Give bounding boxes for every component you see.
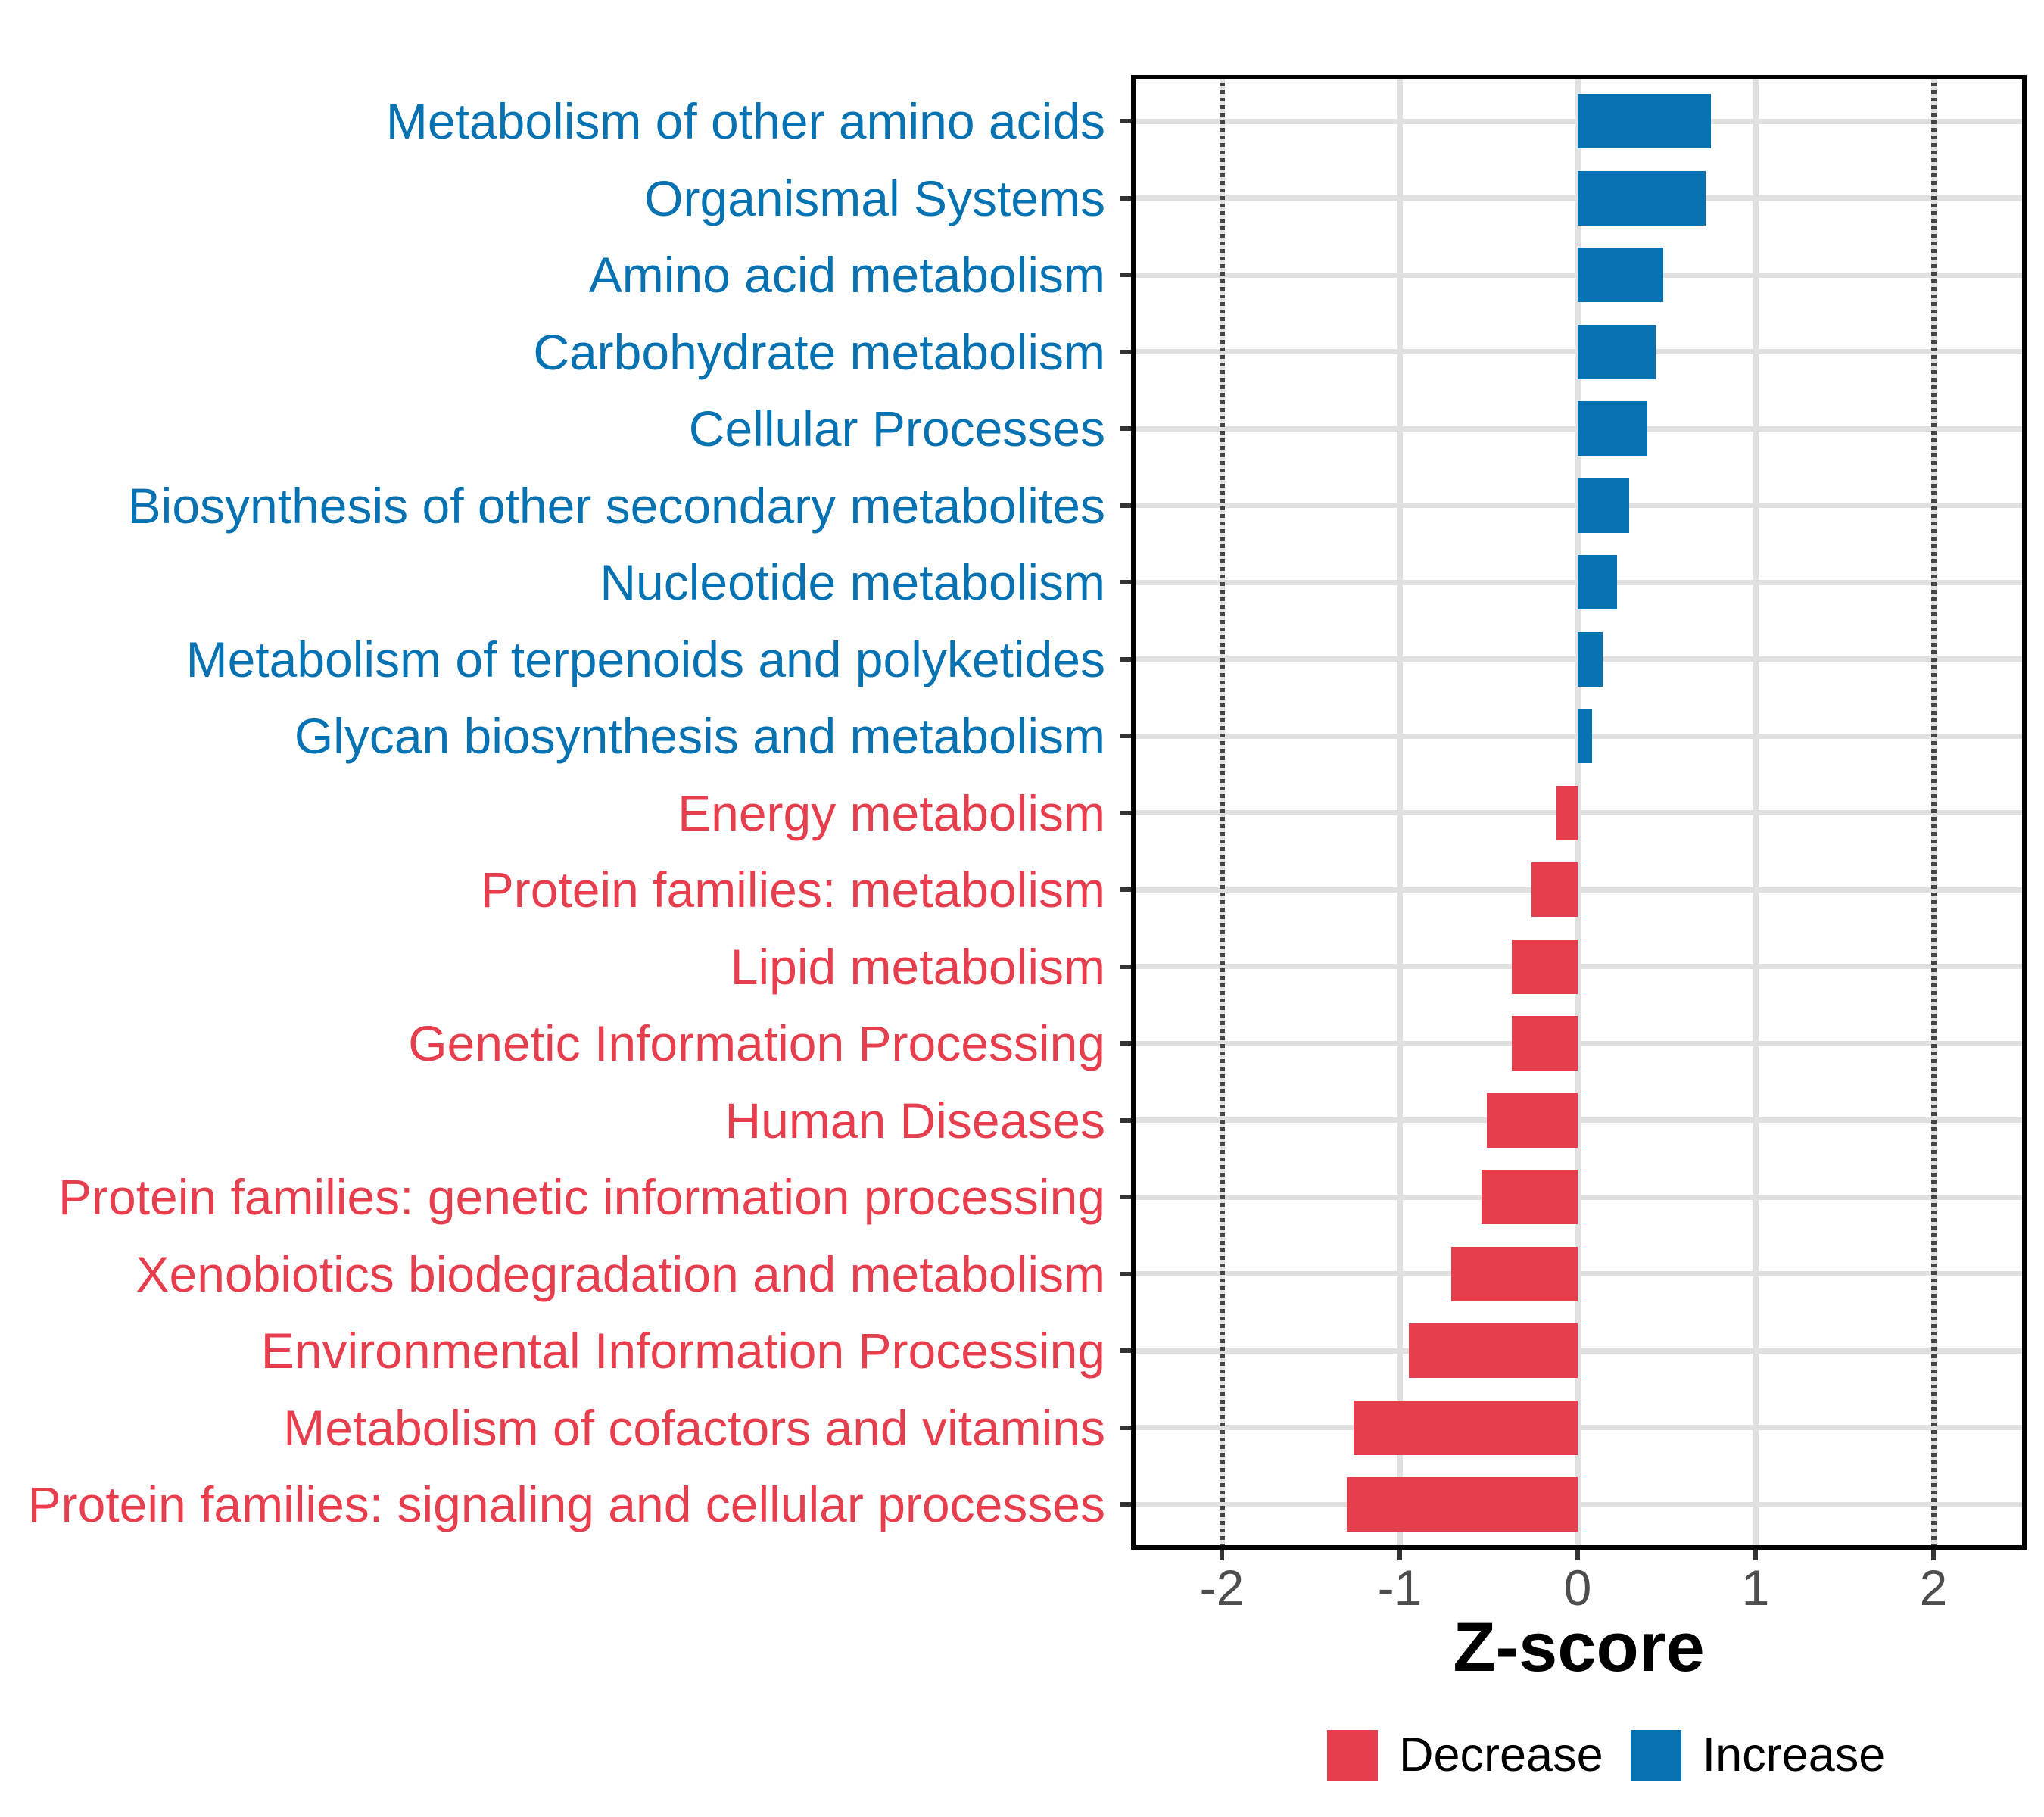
bar [1578,170,1706,226]
bar [1346,1477,1578,1532]
legend-label-increase: Increase [1702,1728,1886,1781]
y-axis-label: Energy metabolism [678,784,1105,841]
bar [1512,1016,1578,1071]
plot-panel [1131,75,2027,1550]
y-axis-tick [1120,195,1131,201]
x-axis-tick-label: -2 [1199,1560,1245,1616]
y-axis-tick [1120,273,1131,277]
y-axis-tick [1120,1348,1131,1353]
bar [1408,1323,1578,1378]
x-axis-tick-label: 2 [1919,1560,1948,1616]
x-axis-tick [1575,1550,1580,1560]
bar [1556,785,1578,840]
x-axis-tick-label: 0 [1563,1560,1592,1616]
y-axis-label: Xenobiotics biodegradation and metabolis… [136,1245,1106,1302]
h-gridline [1131,887,2027,893]
x-axis-tick [1220,1550,1224,1560]
x-axis-title: Z-score [1453,1609,1705,1686]
y-axis-tick [1120,1502,1131,1507]
y-axis-label: Environmental Information Processing [260,1323,1105,1379]
bar [1451,1246,1578,1301]
y-axis-label: Human Diseases [724,1092,1105,1148]
y-axis-tick [1120,1041,1131,1046]
y-axis-tick [1120,810,1131,815]
y-axis-label: Protein families: genetic information pr… [58,1169,1105,1225]
h-gridline [1131,1425,2027,1430]
bar [1353,1400,1578,1455]
y-axis-label: Protein families: metabolism [480,862,1105,918]
y-axis-label: Genetic Information Processing [408,1015,1105,1071]
y-axis-tick [1120,119,1131,123]
h-gridline [1131,810,2027,815]
y-axis-label: Organismal Systems [644,170,1105,226]
bar [1578,94,1712,148]
y-axis-label: Carbohydrate metabolism [533,323,1105,380]
x-axis-tick-label: -1 [1377,1560,1422,1616]
bar [1482,1170,1578,1224]
y-axis-tick [1120,503,1131,508]
legend-key-increase-swatch [1630,1730,1681,1781]
y-axis-label: Lipid metabolism [730,938,1105,995]
y-axis-tick [1120,426,1131,431]
legend-label-decrease: Decrease [1399,1728,1603,1781]
y-axis-label: Cellular Processes [688,400,1105,457]
y-axis-tick [1120,1117,1131,1123]
x-axis-tick-label: 1 [1741,1560,1770,1616]
bar [1512,939,1578,994]
y-axis-label: Metabolism of terpenoids and polyketides [185,631,1105,687]
y-axis-tick [1120,656,1131,662]
bar [1578,478,1630,533]
bar [1578,709,1592,763]
y-axis-tick [1120,1195,1131,1199]
h-gridline [1131,1194,2027,1200]
bar [1578,324,1656,379]
bar [1578,631,1603,687]
x-axis-tick [1397,1550,1402,1560]
legend: Decrease Increase [1327,1730,1885,1781]
h-gridline [1131,1501,2027,1507]
h-gridline [1131,964,2027,969]
y-axis-label: Biosynthesis of other secondary metaboli… [127,477,1105,534]
y-axis-label: Metabolism of other amino acids [385,93,1105,149]
y-axis-label: Protein families: signaling and cellular… [27,1476,1105,1532]
h-gridline [1131,1040,2027,1046]
bar [1578,248,1663,302]
y-axis-label: Nucleotide metabolism [600,554,1105,610]
x-axis-tick [1753,1550,1758,1560]
h-gridline [1131,1271,2027,1276]
y-axis-tick [1120,964,1131,969]
y-axis-tick [1120,580,1131,584]
reference-dotted-line [1930,75,1937,1550]
h-gridline [1131,1117,2027,1123]
h-gridline [1131,1348,2027,1354]
bar [1578,555,1617,609]
bar [1578,401,1647,456]
y-axis-tick [1120,734,1131,738]
bar [1531,862,1578,917]
y-axis-label: Glycan biosynthesis and metabolism [294,708,1105,764]
reference-dotted-line [1219,75,1225,1550]
y-axis-label: Metabolism of cofactors and vitamins [283,1399,1105,1456]
bar [1487,1092,1578,1148]
y-axis-tick [1120,1425,1131,1430]
y-axis-tick [1120,349,1131,354]
y-axis-label: Amino acid metabolism [588,247,1105,303]
x-axis-tick [1931,1550,1936,1560]
y-axis-tick [1120,887,1131,892]
y-axis-tick [1120,1271,1131,1276]
legend-key-decrease-swatch [1327,1730,1378,1781]
